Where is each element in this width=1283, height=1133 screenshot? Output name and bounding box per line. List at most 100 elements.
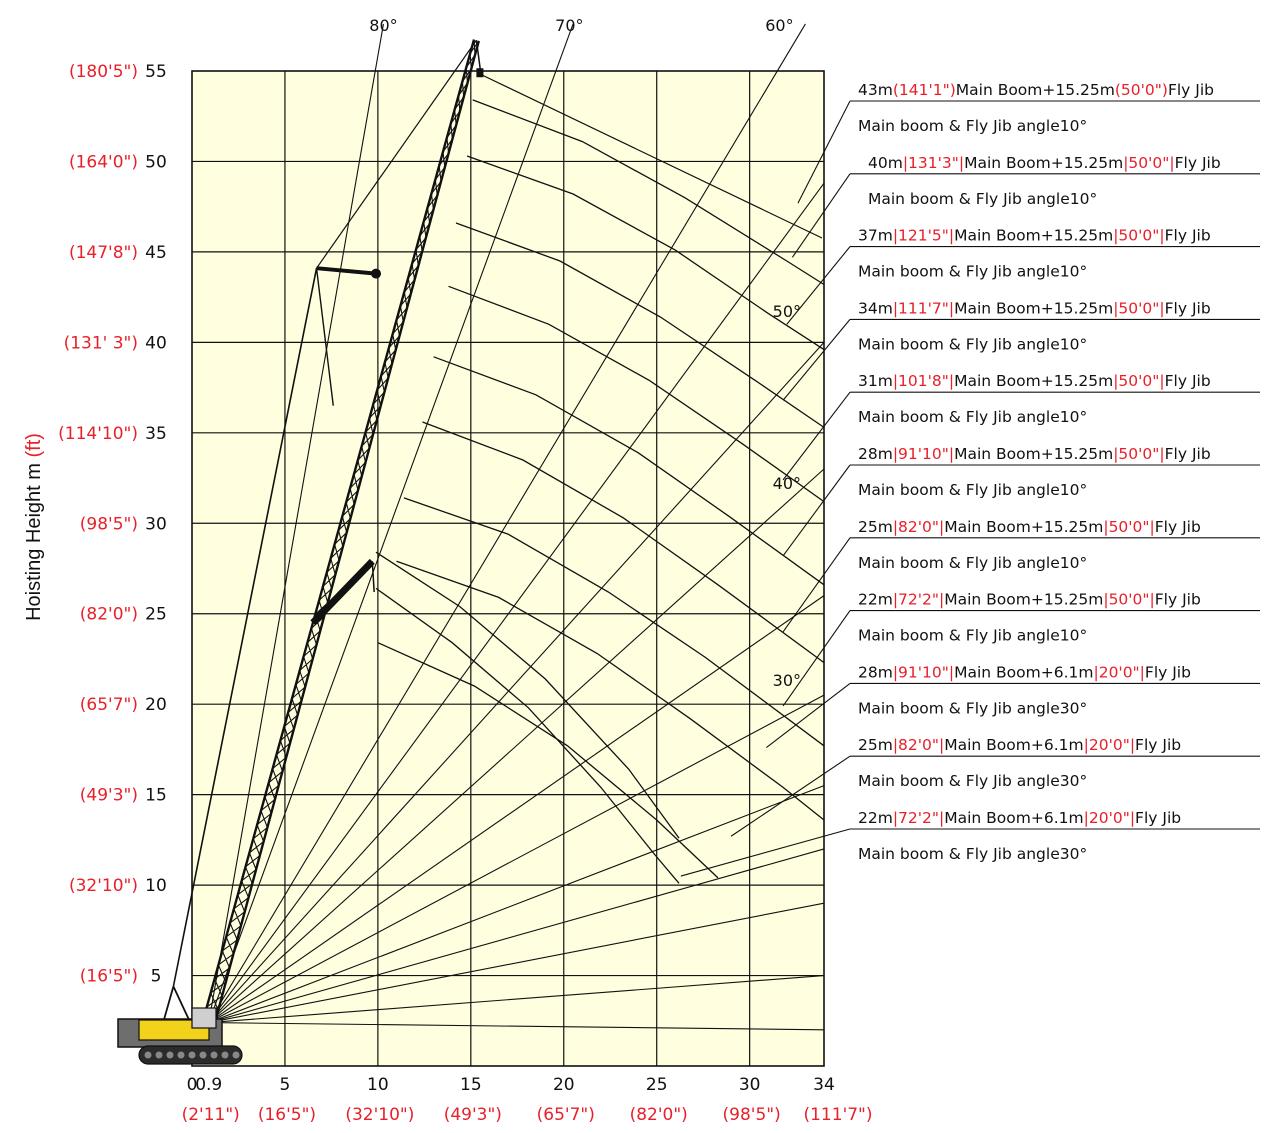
angle-ray	[208, 848, 825, 1024]
pendant-line	[172, 268, 318, 987]
track-roller	[232, 1051, 240, 1059]
callout-config: 37m|121'5"|Main Boom+15.25m|50'0"|Fly Ji…	[858, 227, 1211, 245]
y-tick-label-ft: (16'5")	[80, 967, 138, 987]
callout: 28m|91'10"|Main Boom+6.1m|20'0"|Fly Jib M…	[766, 663, 1260, 749]
callout: 31m|101'8"|Main Boom+15.25m|50'0"|Fly Ji…	[782, 372, 1260, 481]
callout-leader	[680, 828, 851, 877]
fly-jib-line	[371, 561, 375, 593]
x-tick-label: 25	[646, 1075, 668, 1095]
y-tick-label: 25	[145, 605, 167, 625]
callout-angle: Main boom & Fly Jib angle10°	[868, 190, 1097, 208]
boom-chord	[201, 39, 476, 1022]
range-curve	[433, 356, 825, 586]
angle-ray	[208, 23, 806, 1023]
range-curve	[377, 642, 719, 879]
callout: 43m(141'1")Main Boom+15.25m(50'0")Fly Ji…	[797, 81, 1260, 204]
y-tick-label: 10	[145, 876, 167, 896]
range-curve	[466, 155, 825, 351]
angle-ray	[208, 23, 385, 1023]
y-tick-label: 20	[145, 695, 167, 715]
x-tick-label: 0	[187, 1075, 198, 1095]
y-tick-label-ft: (147'8")	[69, 243, 138, 263]
x-tick-label-ft: (16'5")	[258, 1105, 316, 1125]
callout-angle: Main boom & Fly Jib angle10°	[858, 627, 1087, 645]
range-curve	[403, 497, 825, 747]
track-roller	[166, 1051, 174, 1059]
callout-config: 25m|82'0"|Main Boom+15.25m|50'0"|Fly Jib	[858, 518, 1201, 536]
callout-config: 22m|72'2"|Main Boom+6.1m|20'0"|Fly Jib	[858, 809, 1181, 827]
y-axis-title: Hoisting Height m (ft)	[23, 433, 45, 621]
track-roller	[177, 1051, 185, 1059]
mast-strut	[315, 268, 334, 406]
x-tick-label: 20	[553, 1075, 575, 1095]
callout-angle: Main boom & Fly Jib angle10°	[858, 554, 1087, 572]
angle-ray	[208, 694, 825, 1024]
track-roller	[199, 1051, 207, 1059]
track-roller	[221, 1051, 229, 1059]
boom-angle-label: 40°	[773, 474, 801, 493]
y-tick-label-ft: (131' 3")	[64, 333, 138, 353]
callout: 22m|72'2"|Main Boom+6.1m|20'0"|Fly Jib Ma…	[680, 809, 1260, 877]
pendant-line	[316, 39, 477, 269]
callout-config: 25m|82'0"|Main Boom+6.1m|20'0"|Fly Jib	[858, 736, 1181, 754]
x-tick-label: 0.9	[195, 1075, 222, 1095]
fly-jib	[310, 558, 375, 626]
angle-ray	[208, 1022, 825, 1031]
y-tick-label-ft: (164'0")	[69, 152, 138, 172]
y-tick-label: 50	[145, 152, 167, 172]
callout-leader	[782, 464, 851, 557]
hook-block	[476, 68, 484, 78]
x-tick-label-ft: (65'7")	[537, 1105, 595, 1125]
range-curve	[375, 551, 680, 839]
x-tick-label-ft: (32'10")	[345, 1105, 414, 1125]
callout-angle: Main boom & Fly Jib angle10°	[858, 263, 1087, 281]
angle-ray	[208, 182, 825, 1023]
callout-angle: Main boom & Fly Jib angle10°	[858, 117, 1087, 135]
track-roller	[210, 1051, 218, 1059]
angle-ray	[208, 974, 825, 1024]
angle-ray	[208, 902, 825, 1024]
hook-line	[475, 40, 482, 71]
y-tick-label-ft: (82'0")	[80, 605, 138, 625]
callout-config: 22m|72'2"|Main Boom+15.25m|50'0"|Fly Jib	[858, 591, 1201, 609]
callout-angle: Main boom & Fly Jib angle30°	[858, 699, 1087, 717]
angle-labels: 80° 70° 60°50°40°30°	[369, 16, 801, 690]
callout: 22m|72'2"|Main Boom+15.25m|50'0"|Fly Jib…	[782, 591, 1260, 707]
plot-area	[191, 70, 825, 1067]
y-tick-label-ft: (65'7")	[80, 695, 138, 715]
operator-cab	[191, 1007, 217, 1029]
range-curve	[448, 285, 825, 503]
range-curve	[455, 222, 825, 428]
y-tick-label: 30	[145, 514, 167, 534]
y-tick-label-ft: (180'5")	[69, 62, 138, 82]
mast-pin	[371, 268, 382, 279]
callout-angle: Main boom & Fly Jib angle30°	[858, 772, 1087, 790]
callout-config: 43m(141'1")Main Boom+15.25m(50'0")Fly Ji…	[858, 81, 1214, 99]
x-tick-label: 15	[460, 1075, 482, 1095]
callout-leader	[782, 319, 851, 401]
boom-angle-label: 30°	[773, 671, 801, 690]
callout-config: 28m|91'10"|Main Boom+15.25m|50'0"|Fly Ji…	[858, 445, 1211, 463]
x-tick-label-ft: (82'0")	[630, 1105, 688, 1125]
y-tick-label-ft: (98'5")	[80, 514, 138, 534]
boom-angle-label: 60°	[765, 16, 793, 35]
y-tick-label: 35	[145, 424, 167, 444]
y-tick-label-ft: (114'10")	[58, 424, 138, 444]
callout-leader	[791, 173, 851, 258]
y-tick-label-ft: (32'10")	[69, 876, 138, 896]
callout: 25m|82'0"|Main Boom+6.1m|20'0"|Fly Jib Ma…	[730, 736, 1260, 837]
range-curve	[422, 421, 825, 664]
range-curve	[375, 587, 680, 884]
x-tick-label: 34	[813, 1075, 835, 1095]
y-tick-label: 5	[151, 967, 162, 987]
angle-ray	[208, 23, 574, 1023]
angle-ray	[208, 595, 825, 1024]
x-tick-label-ft: (98'5")	[723, 1105, 781, 1125]
callout-config: 28m|91'10"|Main Boom+6.1m|20'0"|Fly Jib	[858, 663, 1191, 681]
range-curve	[472, 99, 825, 286]
callout-leader	[730, 755, 851, 837]
boom-angle-label: 70°	[555, 16, 583, 35]
mast	[316, 266, 377, 276]
angle-ray	[208, 468, 825, 1023]
